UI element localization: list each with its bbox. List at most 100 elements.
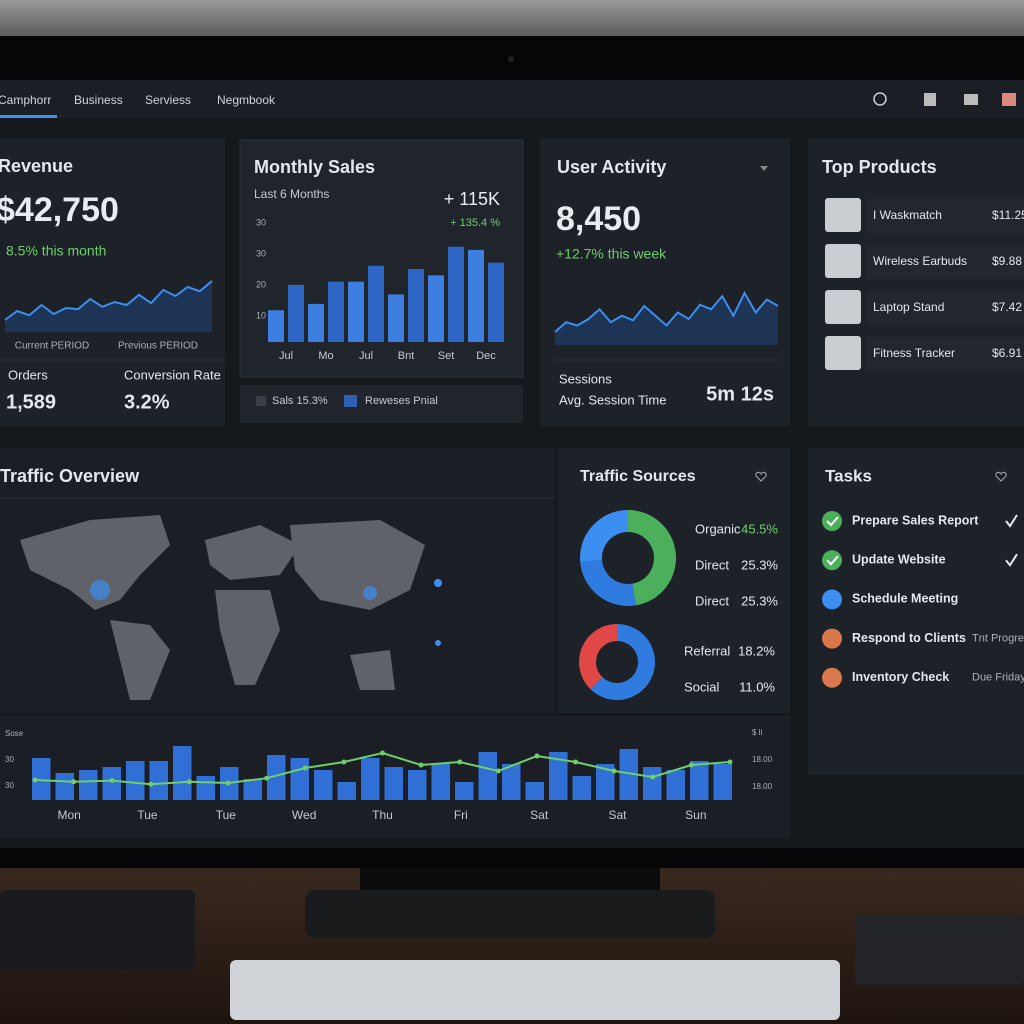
task-label[interactable]: Respond to Clients [852,631,966,645]
product-name: Laptop Stand [873,300,944,314]
bar [408,770,427,800]
product-name: Wireless Earbuds [873,254,967,268]
panel-title: Monthly Sales [254,157,375,177]
legend-swatch [344,395,357,407]
legend-item: Current PERIOD [15,341,89,352]
panel [808,138,1024,426]
legend-item: Reweses Pnial [365,395,438,407]
x-tick-label: Sat [530,808,549,822]
bar [388,294,404,342]
line-point [32,777,38,783]
x-tick-label: Tue [216,808,237,822]
bar [243,779,262,800]
product-row [866,199,1024,233]
legend-item: Social [684,679,720,694]
x-tick-label: Mo [318,350,333,362]
kpi-label: Sessions [559,371,612,386]
bar [314,770,333,800]
product-row [866,291,1024,325]
line-point [418,762,424,768]
bar [619,749,638,800]
nav-item[interactable]: Serviess [145,93,191,107]
sparkline [4,280,213,321]
panel [540,138,790,426]
bar [478,752,497,800]
donut-slice [578,624,617,690]
bar [488,262,504,342]
task-done [1005,514,1018,528]
task-label[interactable]: Update Website [852,552,946,566]
x-tick-label: Set [438,350,455,362]
search-icon[interactable] [873,92,887,106]
task-note: Due Friday [972,672,1024,684]
nav-bar [0,80,1024,118]
map-highlight [90,579,442,646]
kpi-value: 8,450 [556,200,641,238]
bar [308,303,324,342]
dropdown-icon [760,166,768,171]
nav-item[interactable]: Camphorr [0,93,51,107]
panel-title: Tasks [825,466,872,485]
task-status [822,589,842,610]
laptop [0,890,195,970]
task-label[interactable]: Prepare Sales Report [852,513,979,527]
nav-item[interactable]: Business [74,93,123,107]
heart-icon [995,471,1007,482]
product-price: $7.42 [992,300,1022,314]
bar [288,284,304,342]
bar [596,764,615,800]
product-price: $11.25 [992,208,1024,222]
kpi-change: 8.5% this month [6,243,106,259]
task-status [822,667,842,688]
panel-title: Traffic Overview [0,466,140,486]
panel-title: User Activity [557,157,666,177]
bar [666,770,685,800]
x-tick-label: Sun [685,808,706,822]
product-price: $9.88 [992,254,1022,268]
x-tick-label: Wed [292,808,316,822]
panel-title: Revenue [0,156,73,176]
y-tick-label: 20 [256,279,266,289]
icon[interactable] [924,93,936,106]
bar [149,761,168,800]
donut-slice [580,510,628,562]
line-point [380,750,385,756]
bar [267,755,286,800]
panel-title: Traffic Sources [580,468,696,485]
panel [808,448,1024,775]
legend-item: Direct [695,593,729,608]
bar [643,767,662,800]
line-point [688,762,694,768]
sparkline-area [555,293,778,345]
task-label[interactable]: Inventory Check [852,670,949,684]
bar [713,764,732,800]
icon[interactable] [964,94,978,105]
y-tick-label: 30 [5,755,14,764]
y-tick-label: 10 [256,310,266,320]
nav-item[interactable]: Negmbook [217,93,276,107]
kpi-change: +12.7% this week [556,246,667,262]
x-tick-label: Tue [137,808,158,822]
icon[interactable] [1002,93,1016,106]
bar [690,761,709,800]
kpi-label: Conversion Rate [124,367,221,382]
legend-item: Organic [695,521,741,536]
task-status [822,550,842,571]
legend-item: Direct [695,557,729,572]
panel [240,385,523,423]
x-tick-label: Mon [57,808,80,822]
bar [525,782,544,800]
kpi-value: 5m 12s [706,383,774,405]
data-label: 45.5% [741,521,778,536]
bar [173,746,192,800]
bar [455,782,474,800]
wall [0,0,1024,40]
bar [102,767,121,800]
kpi-change: + 135.4 % [450,217,500,229]
task-label[interactable]: Schedule Meeting [852,592,958,606]
y-tick-label: Sose [5,729,24,738]
data-label: 25.3% [741,593,778,608]
panel-title: Top Products [822,157,937,177]
line-point [611,768,617,774]
